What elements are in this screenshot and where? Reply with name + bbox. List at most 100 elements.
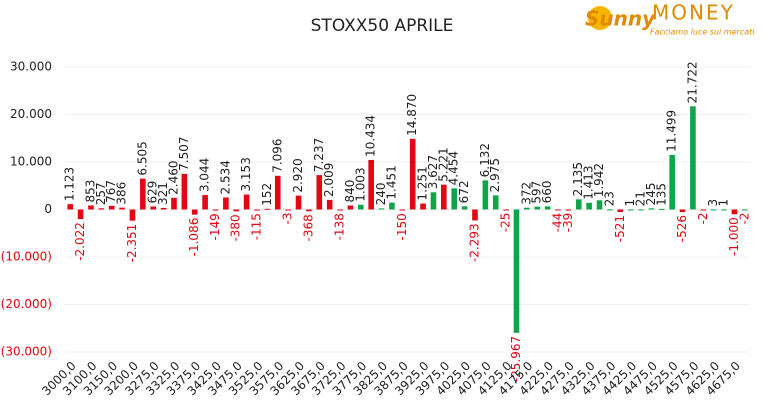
bar [627, 209, 634, 211]
value-label: 1 [717, 199, 731, 207]
value-label: 1.451 [384, 165, 398, 199]
value-label: 6.505 [135, 141, 149, 175]
bar [223, 197, 229, 210]
value-label: 2.009 [322, 163, 336, 197]
value-label: 23 [602, 191, 616, 206]
bar [575, 199, 582, 210]
value-label: 767 [104, 180, 118, 203]
value-label: 321 [156, 182, 170, 205]
bar [368, 159, 374, 210]
value-label: -149 [208, 213, 222, 240]
value-label: 4.454 [447, 151, 461, 185]
value-label: -138 [333, 213, 347, 240]
bar [700, 209, 707, 211]
bar [181, 173, 188, 210]
value-label: -2.351 [125, 224, 139, 263]
bar [171, 197, 177, 210]
bar [88, 205, 94, 210]
value-label: 2.135 [571, 162, 585, 196]
value-label: 240 [374, 182, 388, 205]
bar [534, 206, 541, 210]
y-tick-label: 30.000 [10, 60, 52, 74]
bar [617, 209, 624, 212]
value-label: 1 [623, 199, 637, 207]
bar [150, 206, 157, 210]
value-label: 7.096 [270, 138, 284, 172]
bar [503, 209, 509, 211]
value-label: 135 [654, 183, 668, 206]
value-label: -150 [395, 213, 409, 240]
bar [357, 204, 364, 210]
value-label: 1.251 [416, 166, 430, 200]
bar [461, 206, 468, 210]
bar [254, 209, 260, 211]
value-label: 386 [115, 182, 129, 205]
y-tick-label: (10.000) [1, 250, 52, 264]
value-label: 1.003 [353, 167, 367, 201]
value-label: 5.221 [436, 147, 450, 181]
value-label: -25 [499, 213, 513, 233]
chart-title: STOXX50 APRILE [311, 16, 454, 36]
y-tick-label: 0 [44, 202, 52, 216]
y-tick-label: 10.000 [10, 155, 52, 169]
value-label: 2.534 [218, 160, 232, 194]
value-label: 1.942 [592, 163, 606, 197]
bar [140, 178, 146, 210]
bar [596, 200, 603, 210]
value-label: 3.044 [198, 158, 212, 192]
bar [565, 209, 572, 211]
y-tick-label: 20.000 [10, 107, 52, 121]
value-label: -521 [613, 215, 627, 242]
bar [690, 106, 696, 210]
bar [524, 207, 530, 210]
value-label: 2.920 [291, 158, 305, 192]
bar [721, 209, 727, 211]
value-label: -380 [229, 214, 243, 241]
bar [544, 206, 551, 210]
bar [472, 209, 478, 221]
value-label: 21 [634, 191, 648, 206]
value-label: -2 [696, 213, 710, 225]
logo-name: MONEY [652, 1, 735, 25]
bar [316, 175, 323, 210]
value-label: 152 [260, 183, 274, 206]
value-label: 21.722 [685, 61, 699, 103]
value-label: 629 [146, 181, 160, 204]
value-label: 840 [343, 180, 357, 203]
value-label: 3 [706, 199, 720, 207]
value-label: 2.460 [166, 160, 180, 194]
bar [67, 204, 73, 210]
bar [679, 209, 686, 212]
value-label: 660 [540, 180, 554, 203]
value-label: -25.967 [509, 336, 523, 382]
bar [243, 194, 250, 210]
bar [337, 209, 343, 211]
y-tick-label: (20.000) [1, 297, 52, 311]
bar [347, 205, 354, 210]
bar [98, 208, 105, 210]
bar [710, 209, 717, 211]
value-label: 853 [83, 180, 97, 203]
y-tick-label: (30.000) [1, 345, 52, 359]
value-label: 257 [94, 182, 108, 205]
value-label: 3.627 [426, 155, 440, 189]
value-label: 2.975 [488, 158, 502, 192]
bar [586, 202, 592, 210]
value-label: -3 [281, 213, 295, 225]
bar [326, 199, 333, 210]
bar [295, 195, 302, 210]
value-label: -44 [550, 213, 564, 233]
bar [108, 205, 115, 210]
bar [409, 138, 416, 210]
bar [191, 209, 198, 215]
bar [212, 209, 219, 211]
bar [77, 209, 84, 220]
bar [389, 202, 395, 210]
value-label: 14.870 [405, 94, 419, 136]
bar [555, 209, 561, 211]
value-label: 6.132 [478, 143, 492, 177]
bar [430, 192, 437, 210]
bar [399, 209, 406, 211]
logo-sun [588, 6, 612, 30]
value-label: -2.293 [467, 223, 481, 262]
